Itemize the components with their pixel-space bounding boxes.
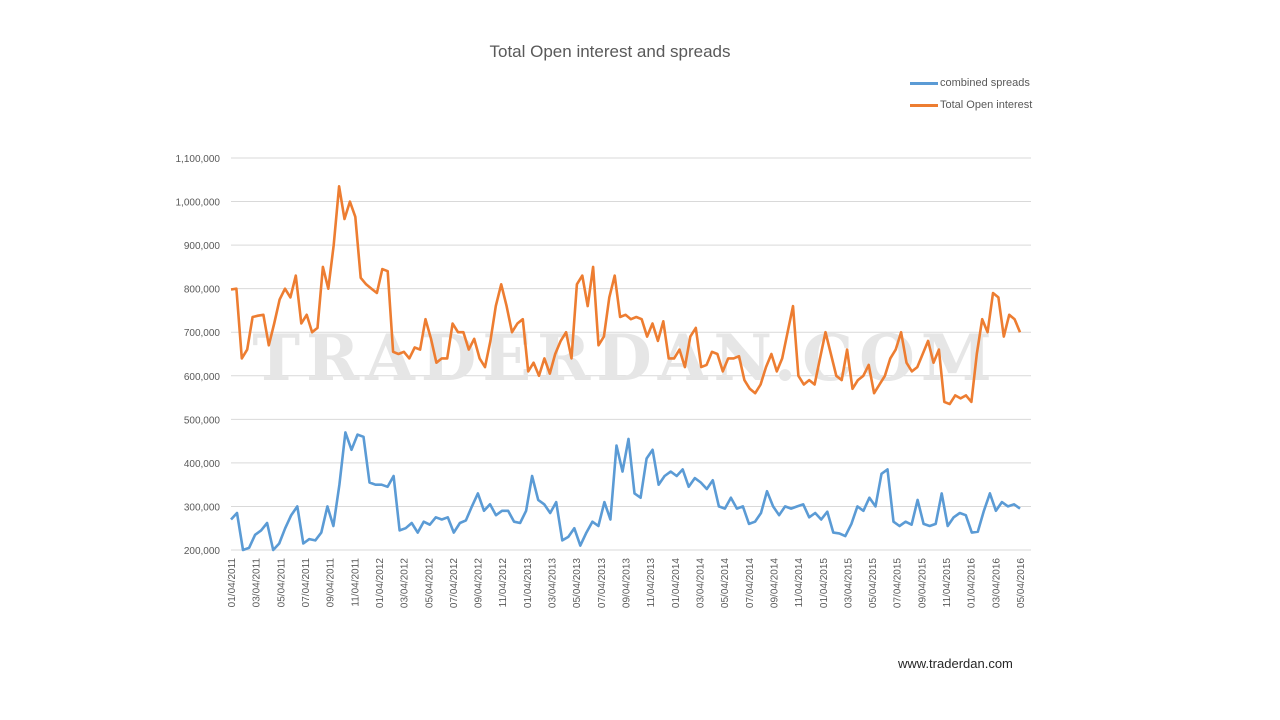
legend-label: Total Open interest [940, 99, 1033, 111]
y-tick-label: 700,000 [184, 328, 221, 339]
x-tick-label: 01/04/2015 [819, 558, 830, 608]
x-tick-label: 07/04/2013 [597, 558, 608, 608]
legend-item-total-open-interest: Total Open interest [910, 99, 1032, 111]
x-tick-label: 09/04/2014 [769, 558, 780, 608]
y-tick-label: 1,100,000 [176, 154, 221, 165]
x-tick-label: 03/04/2016 [991, 558, 1002, 608]
y-tick-label: 300,000 [184, 502, 221, 513]
x-tick-label: 01/04/2012 [375, 558, 386, 608]
legend-label: combined spreads [940, 77, 1030, 89]
x-tick-label: 07/04/2015 [893, 558, 904, 608]
gridlines [231, 157, 1031, 551]
x-tick-label: 09/04/2013 [622, 558, 633, 608]
x-tick-label: 09/04/2011 [326, 558, 337, 608]
legend-item-combined-spreads: combined spreads [910, 77, 1030, 89]
x-tick-label: 05/04/2011 [276, 558, 287, 608]
x-tick-label: 07/04/2011 [301, 558, 312, 608]
x-tick-label: 07/04/2012 [449, 558, 460, 608]
series-line-total-open-interest [230, 185, 1022, 406]
x-tick-label: 01/04/2013 [523, 558, 534, 608]
y-tick-label: 800,000 [184, 285, 221, 296]
x-tick-label: 01/04/2016 [967, 558, 978, 608]
x-tick-label: 03/04/2015 [843, 558, 854, 608]
x-tick-label: 11/04/2014 [794, 558, 805, 608]
x-tick-label: 11/04/2015 [942, 558, 953, 608]
x-tick-label: 05/04/2012 [424, 558, 435, 608]
y-tick-label: 400,000 [184, 459, 221, 470]
y-axis: 200,000 300,000 400,000 500,000 600,000 700,0… [176, 154, 221, 557]
x-tick-label: 07/04/2014 [745, 558, 756, 608]
x-tick-label: 11/04/2013 [646, 558, 657, 608]
x-tick-label: 05/04/2013 [572, 558, 583, 608]
x-tick-label: 03/04/2012 [400, 558, 411, 608]
series-line-combined-spreads [230, 431, 1021, 552]
x-tick-label: 05/04/2016 [1016, 558, 1027, 608]
y-tick-label: 500,000 [184, 415, 221, 426]
y-tick-label: 900,000 [184, 241, 221, 252]
x-tick-label: 09/04/2012 [474, 558, 485, 608]
x-tick-label: 03/04/2014 [695, 558, 706, 608]
x-tick-label: 03/04/2011 [252, 558, 263, 608]
x-tick-label: 05/04/2015 [868, 558, 879, 608]
footer-url: www.traderdan.com [898, 656, 1013, 671]
y-tick-label: 1,000,000 [176, 198, 221, 209]
watermark: TRADERDAN.COM [252, 321, 997, 396]
legend-swatch-total-open-interest [910, 103, 938, 107]
x-axis: 01/04/2011 03/04/2011 05/04/2011 07/04/2011… [227, 558, 1027, 608]
legend-swatch-combined-spreads [910, 81, 938, 85]
x-tick-label: 09/04/2015 [917, 558, 928, 608]
x-tick-label: 11/04/2012 [498, 558, 509, 608]
y-tick-label: 200,000 [184, 546, 221, 557]
x-tick-label: 03/04/2013 [548, 558, 559, 608]
y-tick-label: 600,000 [184, 372, 221, 383]
x-tick-label: 11/04/2011 [350, 558, 361, 607]
x-tick-label: 01/04/2011 [227, 558, 238, 608]
x-tick-label: 01/04/2014 [671, 558, 682, 608]
x-tick-label: 05/04/2014 [720, 558, 731, 608]
chart-title: Total Open interest and spreads [489, 42, 731, 61]
series-lines [230, 185, 1022, 552]
